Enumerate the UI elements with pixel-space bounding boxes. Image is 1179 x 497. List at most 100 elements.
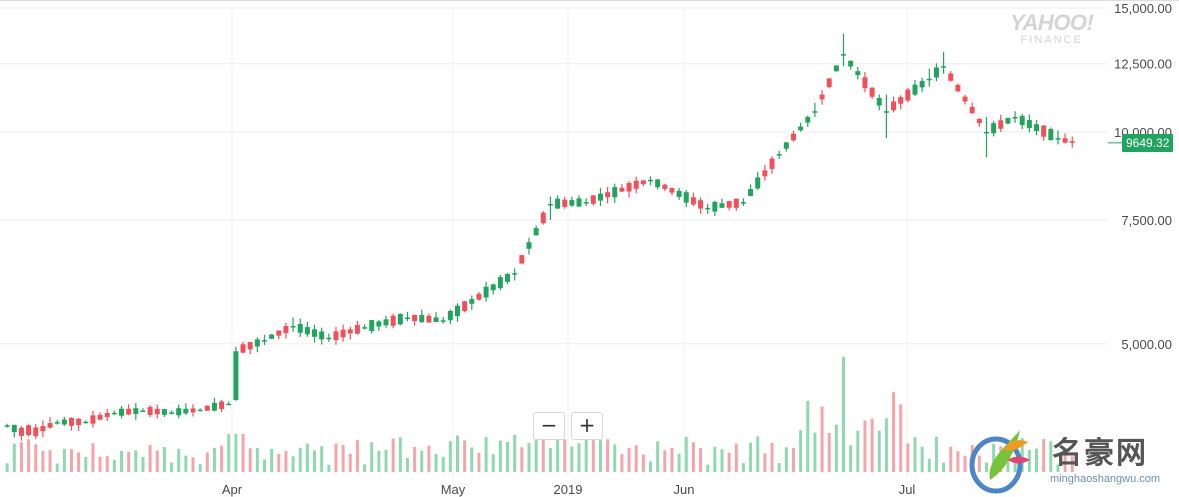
candle-body — [68, 418, 74, 426]
volume-bar — [241, 434, 245, 472]
volume-bar — [534, 430, 538, 472]
volume-bar — [949, 446, 953, 472]
volume-bar — [699, 448, 703, 472]
candle-body — [404, 317, 410, 319]
volume-bar — [463, 440, 467, 472]
volume-bar — [1063, 452, 1067, 472]
candle-body — [512, 273, 518, 275]
y-tick-label: 7,500.00 — [1121, 213, 1172, 228]
volume-bar — [134, 450, 138, 472]
volume-bar — [770, 442, 774, 472]
candle-body — [390, 315, 396, 326]
candle-body — [204, 405, 210, 411]
volume-bar — [355, 439, 359, 472]
candle-body — [376, 321, 382, 327]
candle-body — [669, 188, 675, 193]
volume-bar — [1035, 448, 1039, 472]
volume-bar — [849, 445, 853, 472]
candle-body — [18, 427, 24, 436]
volume-bar — [348, 453, 352, 472]
candle-body — [240, 344, 246, 353]
candle-body — [276, 330, 282, 336]
candle-body — [154, 408, 160, 415]
volume-bar — [963, 455, 967, 472]
candle-body — [841, 54, 847, 56]
candle-body — [733, 198, 739, 208]
volume-bar — [112, 459, 116, 472]
volume-bar — [470, 447, 474, 472]
volume-bar — [320, 446, 324, 472]
volume-bar — [19, 442, 23, 472]
candle-body — [354, 324, 360, 334]
candle-body — [297, 324, 303, 333]
volume-bar — [298, 447, 302, 472]
volume-bar — [734, 443, 738, 472]
volume-bar — [920, 446, 924, 472]
volume-bar — [563, 439, 567, 472]
candle-body — [726, 201, 732, 208]
volume-bar — [391, 438, 395, 472]
volume-bar — [720, 449, 724, 472]
volume-bar — [341, 445, 345, 472]
candle-body — [676, 190, 682, 197]
volume-bar — [548, 447, 552, 472]
volume-bar — [205, 452, 209, 472]
volume-bar — [842, 357, 846, 472]
volume-bar — [105, 456, 109, 472]
candle-body — [583, 202, 589, 204]
volume-bar — [248, 448, 252, 472]
candle-body — [755, 177, 761, 189]
candle-body — [412, 314, 418, 322]
candle-body — [962, 96, 968, 102]
volume-bar — [806, 400, 810, 472]
candle-body — [740, 202, 746, 204]
yahoo-finance-watermark: YAHOO! FINANCE — [1010, 12, 1094, 46]
candle-body — [304, 327, 310, 335]
zoom-in-button[interactable]: + — [571, 412, 603, 440]
candle-body — [633, 180, 639, 189]
candle-body — [76, 418, 82, 426]
candle-body — [783, 142, 789, 149]
volume-bar — [98, 456, 102, 472]
candle-body — [211, 402, 217, 411]
volume-bar — [41, 450, 45, 472]
zoom-controls: − + — [533, 412, 603, 440]
volume-bar — [334, 443, 338, 472]
candle-body — [133, 408, 139, 414]
volume-bar — [48, 450, 52, 472]
volume-bar — [277, 453, 281, 472]
candle-body — [312, 329, 318, 337]
volume-bar — [455, 435, 459, 472]
candle-body — [941, 66, 947, 68]
candle-body — [891, 101, 897, 111]
volume-bar — [184, 455, 188, 472]
x-tick-label: Jun — [674, 482, 695, 497]
candle-body — [698, 200, 704, 209]
volume-bar — [506, 441, 510, 472]
candle-body — [454, 305, 460, 317]
zoom-out-button[interactable]: − — [533, 412, 565, 440]
candle-body — [119, 408, 125, 416]
candle-body — [497, 277, 503, 289]
volume-bar — [498, 440, 502, 472]
candle-body — [955, 84, 961, 92]
candle-body — [176, 408, 182, 416]
volume-bar — [227, 434, 231, 472]
candle-body — [926, 78, 932, 81]
candle-body — [626, 183, 632, 192]
candle-body — [790, 133, 796, 141]
candle-body — [862, 77, 868, 89]
volume-bar — [598, 439, 602, 472]
candle-body — [983, 131, 989, 134]
candle-body — [490, 284, 496, 291]
candle-body — [419, 315, 425, 323]
candle-body — [547, 203, 553, 206]
candle-body — [705, 207, 711, 210]
volume-bar — [370, 442, 374, 472]
volume-bar — [255, 447, 259, 472]
candle-body — [97, 414, 103, 420]
volume-bar — [427, 445, 431, 472]
candle-body — [855, 71, 861, 76]
